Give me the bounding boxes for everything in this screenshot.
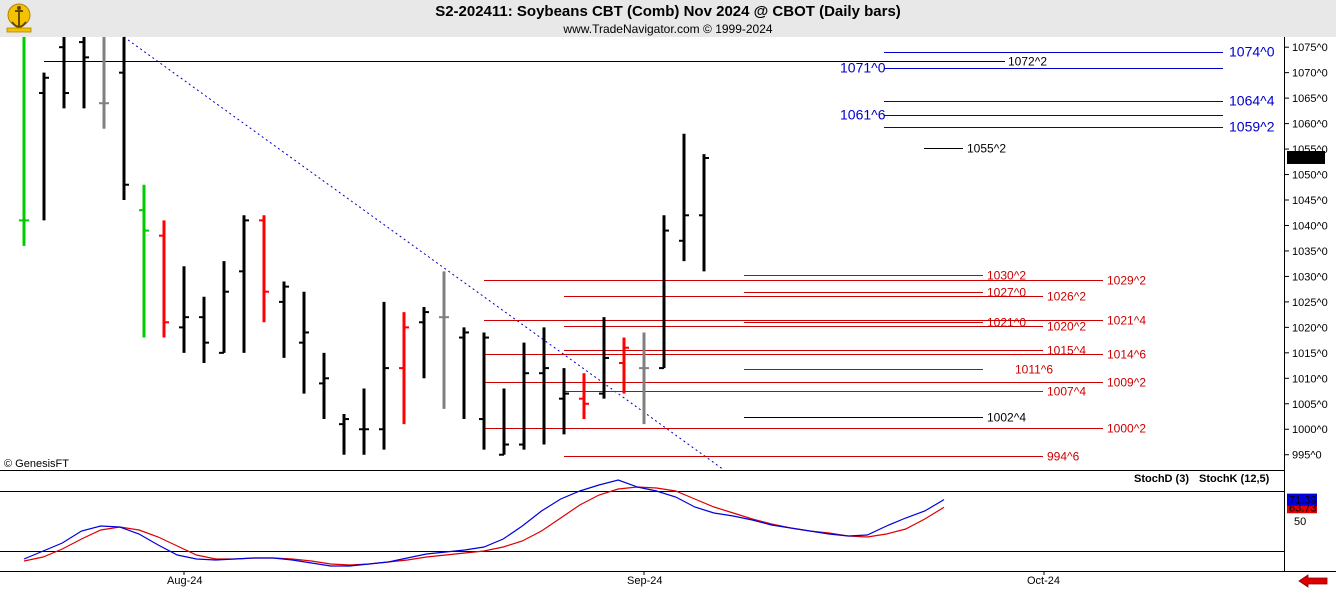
level-label: 1027^0 bbox=[987, 286, 1026, 300]
price-tick-label: 1000^0 bbox=[1292, 424, 1328, 436]
level-label: 1064^4 bbox=[1229, 93, 1275, 109]
price-tick-label: 1070^0 bbox=[1292, 68, 1328, 80]
last-price-label: 1053^2 bbox=[1289, 153, 1325, 165]
stoch-tick-label: 50 bbox=[1294, 516, 1306, 528]
panel-borders bbox=[0, 37, 1336, 572]
price-tick-label: 1045^0 bbox=[1292, 195, 1328, 207]
level-label: 1074^0 bbox=[1229, 44, 1275, 60]
ohlc-bars bbox=[19, 37, 709, 456]
price-tick-label: 1010^0 bbox=[1292, 373, 1328, 385]
date-axis[interactable]: Aug-24 Sep-24 Oct-24 bbox=[167, 571, 1060, 587]
price-tick-label: 1040^0 bbox=[1292, 220, 1328, 232]
level-label: 1014^6 bbox=[1107, 348, 1146, 362]
stochk-legend: StochK (12,5) bbox=[1199, 473, 1270, 485]
chart-header bbox=[0, 0, 1336, 37]
level-label: 1071^0 bbox=[840, 60, 886, 76]
stoch-last-marker bbox=[1287, 493, 1317, 506]
level-label: 1059^2 bbox=[1229, 119, 1275, 135]
level-label: 1015^4 bbox=[1047, 344, 1086, 358]
stochd-legend: StochD (3) bbox=[1134, 473, 1189, 485]
stoch-series-line bbox=[23, 479, 945, 567]
price-tick-label: 1005^0 bbox=[1292, 399, 1328, 411]
level-label: 1026^2 bbox=[1047, 290, 1086, 304]
price-tick-label: 1030^0 bbox=[1292, 271, 1328, 283]
level-label: 1011^6 bbox=[1015, 363, 1053, 377]
trendline bbox=[123, 36, 725, 471]
level-label: 1021^4 bbox=[1107, 314, 1146, 328]
price-tick-label: 1015^0 bbox=[1292, 348, 1328, 360]
stochastic-panel bbox=[0, 479, 1284, 567]
level-label: 1055^2 bbox=[967, 142, 1006, 156]
price-tick-label: 995^0 bbox=[1292, 450, 1322, 462]
scroll-left-arrow-icon[interactable] bbox=[1298, 574, 1328, 588]
level-label: 1061^6 bbox=[840, 107, 886, 123]
price-axis[interactable]: 1075^01070^01065^01060^01055^01050^01045… bbox=[1284, 42, 1328, 462]
date-tick-label: Oct-24 bbox=[1027, 575, 1060, 587]
chart-title: S2-202411: Soybeans CBT (Comb) Nov 2024 … bbox=[435, 3, 901, 20]
price-tick-label: 1020^0 bbox=[1292, 322, 1328, 334]
price-levels: 1074^0 1071^0 1072^2 1064^4 1061^6 1059^2 1055… bbox=[44, 44, 1275, 464]
copyright-text: © GenesisFT bbox=[4, 458, 69, 470]
chart-subtitle: www.TradeNavigator.com © 1999-2024 bbox=[563, 22, 773, 36]
level-label: 1000^2 bbox=[1107, 422, 1146, 436]
price-tick-label: 1065^0 bbox=[1292, 93, 1328, 105]
stochastic-legend: StochD (3) StochK (12,5) bbox=[1134, 473, 1270, 485]
level-label: 1002^4 bbox=[987, 411, 1026, 425]
price-tick-label: 1075^0 bbox=[1292, 42, 1328, 54]
level-label: 1007^4 bbox=[1047, 385, 1086, 399]
price-tick-label: 1050^0 bbox=[1292, 170, 1328, 182]
level-label: 1029^2 bbox=[1107, 274, 1146, 288]
stoch-last-label: 71.39 bbox=[1289, 495, 1317, 507]
level-label: 1030^2 bbox=[987, 269, 1026, 283]
price-tick-label: 1025^0 bbox=[1292, 297, 1328, 309]
level-label: 1021^0 bbox=[987, 316, 1026, 330]
price-tick-label: 1035^0 bbox=[1292, 246, 1328, 258]
date-tick-label: Sep-24 bbox=[627, 575, 662, 587]
level-label: 1072^2 bbox=[1008, 55, 1047, 69]
last-price-marker bbox=[1287, 150, 1325, 164]
trade-navigator-logo-icon[interactable] bbox=[3, 2, 35, 34]
date-tick-label: Aug-24 bbox=[167, 575, 202, 587]
level-label: 994^6 bbox=[1047, 450, 1080, 464]
level-label: 1009^2 bbox=[1107, 376, 1146, 390]
stoch-series-line bbox=[23, 486, 945, 566]
dotted-trendline bbox=[123, 36, 725, 471]
price-tick-label: 1060^0 bbox=[1292, 119, 1328, 131]
level-label: 1020^2 bbox=[1047, 320, 1086, 334]
